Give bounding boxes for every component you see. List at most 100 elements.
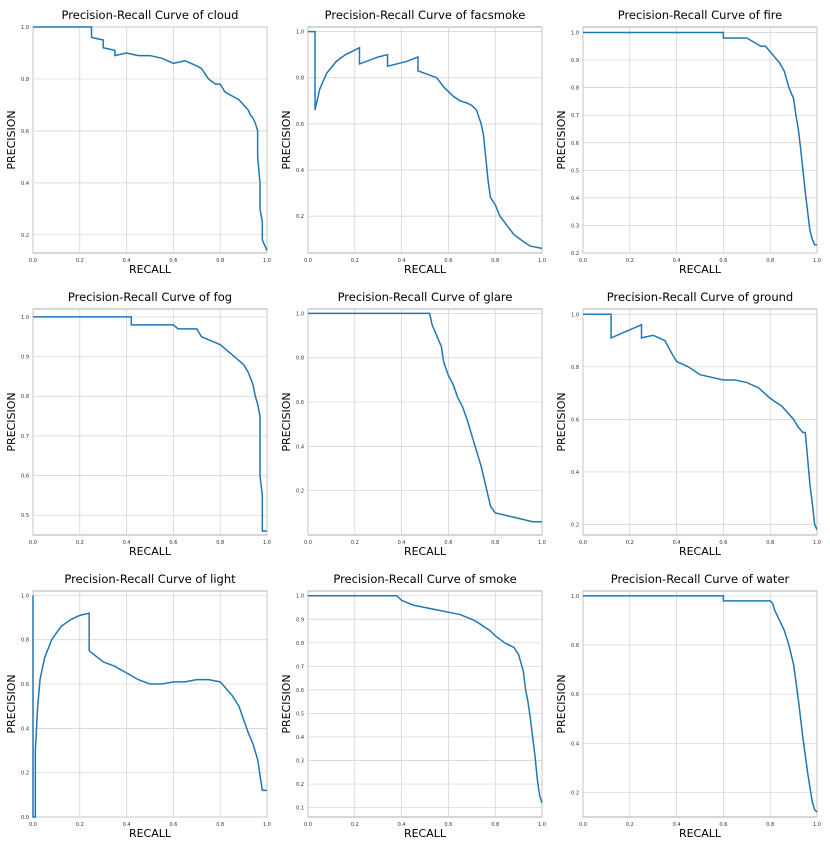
x-axis-label: RECALL (679, 827, 722, 840)
y-tick-label: 0.9 (21, 355, 29, 361)
x-tick-label: 1.0 (263, 822, 271, 828)
x-tick-label: 0.2 (76, 258, 84, 264)
y-tick-label: 0.6 (21, 129, 29, 135)
x-tick-label: 0.8 (491, 822, 499, 828)
x-tick-label: 0.4 (123, 258, 131, 264)
x-tick-label: 0.8 (766, 540, 774, 546)
x-axis-label: RECALL (129, 545, 172, 558)
y-axis-label: PRECISION (5, 674, 18, 733)
y-tick-label: 0.6 (21, 474, 29, 480)
x-tick-label: 0.2 (626, 258, 634, 264)
x-tick-label: 0.2 (351, 258, 359, 264)
y-tick-label: 0.2 (21, 771, 29, 777)
x-tick-label: 0.2 (76, 540, 84, 546)
y-tick-label: 0.6 (296, 122, 304, 128)
x-tick-label: 0.4 (673, 540, 681, 546)
y-tick-label: 0.2 (296, 782, 304, 788)
y-tick-label: 1.0 (296, 311, 304, 317)
y-axis-label: PRECISION (280, 674, 293, 733)
y-tick-label: 0.4 (571, 196, 579, 202)
x-tick-label: 0.4 (123, 540, 131, 546)
y-tick-label: 0.7 (296, 664, 304, 670)
y-tick-label: 0.4 (296, 735, 304, 741)
plot-frame (307, 26, 543, 254)
y-tick-label: 0.6 (571, 141, 579, 147)
y-axis-label: PRECISION (280, 110, 293, 169)
y-tick-label: 0.4 (296, 168, 304, 174)
chart-title: Precision-Recall Curve of facsmoke (325, 8, 526, 22)
pr-curve-line (583, 595, 818, 813)
x-axis-label: RECALL (129, 827, 172, 840)
x-tick-label: 0.0 (579, 822, 587, 828)
y-tick-label: 0.1 (296, 806, 304, 812)
x-tick-label: 0.2 (351, 540, 359, 546)
y-tick-label: 0.4 (21, 181, 29, 187)
y-tick-label: 0.4 (296, 444, 304, 450)
x-tick-label: 0.6 (444, 258, 452, 264)
chart-panel: 0.0 0.2 0.4 0.6 0.8 1.0 0.2 0.4 0.6 0.8 1.0 Precisi… (280, 5, 550, 277)
x-axis-label: RECALL (404, 263, 447, 276)
x-tick-label: 0.4 (673, 258, 681, 264)
x-tick-label: 1.0 (813, 540, 821, 546)
y-tick-label: 0.8 (21, 394, 29, 400)
chart-title: Precision-Recall Curve of glare (338, 290, 513, 304)
y-tick-label: 0.3 (296, 759, 304, 765)
x-tick-label: 0.6 (719, 258, 727, 264)
x-tick-label: 0.8 (491, 540, 499, 546)
plot-frame (582, 590, 818, 818)
x-axis-label: RECALL (679, 263, 722, 276)
y-tick-label: 0.6 (296, 688, 304, 694)
chart-title: Precision-Recall Curve of cloud (62, 8, 239, 22)
y-tick-label: 0.5 (21, 513, 29, 519)
x-tick-label: 1.0 (538, 540, 546, 546)
x-axis-label: RECALL (679, 545, 722, 558)
y-tick-label: 0.3 (571, 223, 579, 229)
x-tick-label: 0.6 (169, 822, 177, 828)
chart-title: Precision-Recall Curve of ground (607, 290, 793, 304)
x-tick-label: 0.6 (169, 258, 177, 264)
chart-panel: 0.0 0.2 0.4 0.6 0.8 1.0 0.2 0.4 0.6 0.8 1.0 Precisi… (5, 5, 275, 277)
y-tick-label: 0.6 (571, 692, 579, 698)
y-tick-label: 0.5 (571, 168, 579, 174)
x-tick-label: 0.8 (216, 258, 224, 264)
chart-panel: 0.0 0.2 0.4 0.6 0.8 1.0 0.2 0.4 0.6 0.8 1.0 Precisi… (555, 569, 825, 841)
y-tick-label: 0.4 (571, 470, 579, 476)
y-tick-label: 0.4 (21, 726, 29, 732)
y-tick-label: 0.8 (296, 356, 304, 362)
y-tick-label: 0.5 (296, 711, 304, 717)
pr-curve-line (308, 30, 543, 250)
x-tick-label: 0.6 (444, 540, 452, 546)
x-tick-label: 0.0 (29, 822, 37, 828)
chart-svg: 0.0 0.2 0.4 0.6 0.8 1.0 0.2 0.4 0.6 0.8 1.0 Precisi… (5, 8, 271, 276)
y-tick-label: 1.0 (21, 315, 29, 321)
x-tick-label: 1.0 (263, 540, 271, 546)
chart-panel: 0.0 0.2 0.4 0.6 0.8 1.0 0.1 0.2 0.3 0.4 0.5 0.6 0.7 0… (280, 569, 550, 841)
chart-svg: 0.0 0.2 0.4 0.6 0.8 1.0 0.1 0.2 0.3 0.4 0.5 0.6 0.7 0… (280, 572, 546, 840)
x-tick-label: 0.2 (351, 822, 359, 828)
y-axis-label: PRECISION (555, 110, 568, 169)
x-tick-label: 0.0 (579, 258, 587, 264)
chart-svg: 0.0 0.2 0.4 0.6 0.8 1.00.20.30.40.50.60.70.80… (555, 8, 821, 276)
y-tick-label: 0.8 (296, 76, 304, 82)
y-tick-label: 0.8 (571, 365, 579, 371)
x-axis-label: RECALL (404, 827, 447, 840)
x-tick-label: 0.4 (123, 822, 131, 828)
x-tick-label: 0.8 (766, 822, 774, 828)
x-tick-label: 0.8 (491, 258, 499, 264)
y-tick-label: 0.7 (21, 434, 29, 440)
x-tick-label: 0.4 (673, 822, 681, 828)
chart-panel: 0.0 0.2 0.4 0.6 0.8 1.0 0.5 0.6 0.7 0.8 0.9 1.0 Prec… (5, 287, 275, 559)
y-tick-label: 1.0 (571, 31, 579, 37)
y-tick-label: 0.6 (21, 682, 29, 688)
plot-frame (32, 308, 268, 536)
x-tick-label: 1.0 (263, 258, 271, 264)
x-tick-label: 0.2 (626, 822, 634, 828)
y-axis-label: PRECISION (5, 110, 18, 169)
x-axis-label: RECALL (129, 263, 172, 276)
x-tick-label: 0.8 (766, 258, 774, 264)
chart-panel: 0.0 0.2 0.4 0.6 0.8 1.0 0.2 0.4 0.6 0.8 1.0 Precisi… (555, 287, 825, 559)
x-tick-label: 0.6 (444, 822, 452, 828)
x-tick-label: 0.4 (398, 258, 406, 264)
x-tick-label: 0.8 (216, 822, 224, 828)
